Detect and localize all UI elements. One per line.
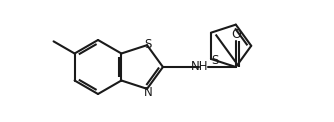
Text: S: S [144, 38, 152, 51]
Text: N: N [144, 86, 152, 99]
Text: O: O [231, 28, 241, 41]
Text: S: S [211, 54, 219, 67]
Text: NH: NH [191, 61, 208, 73]
